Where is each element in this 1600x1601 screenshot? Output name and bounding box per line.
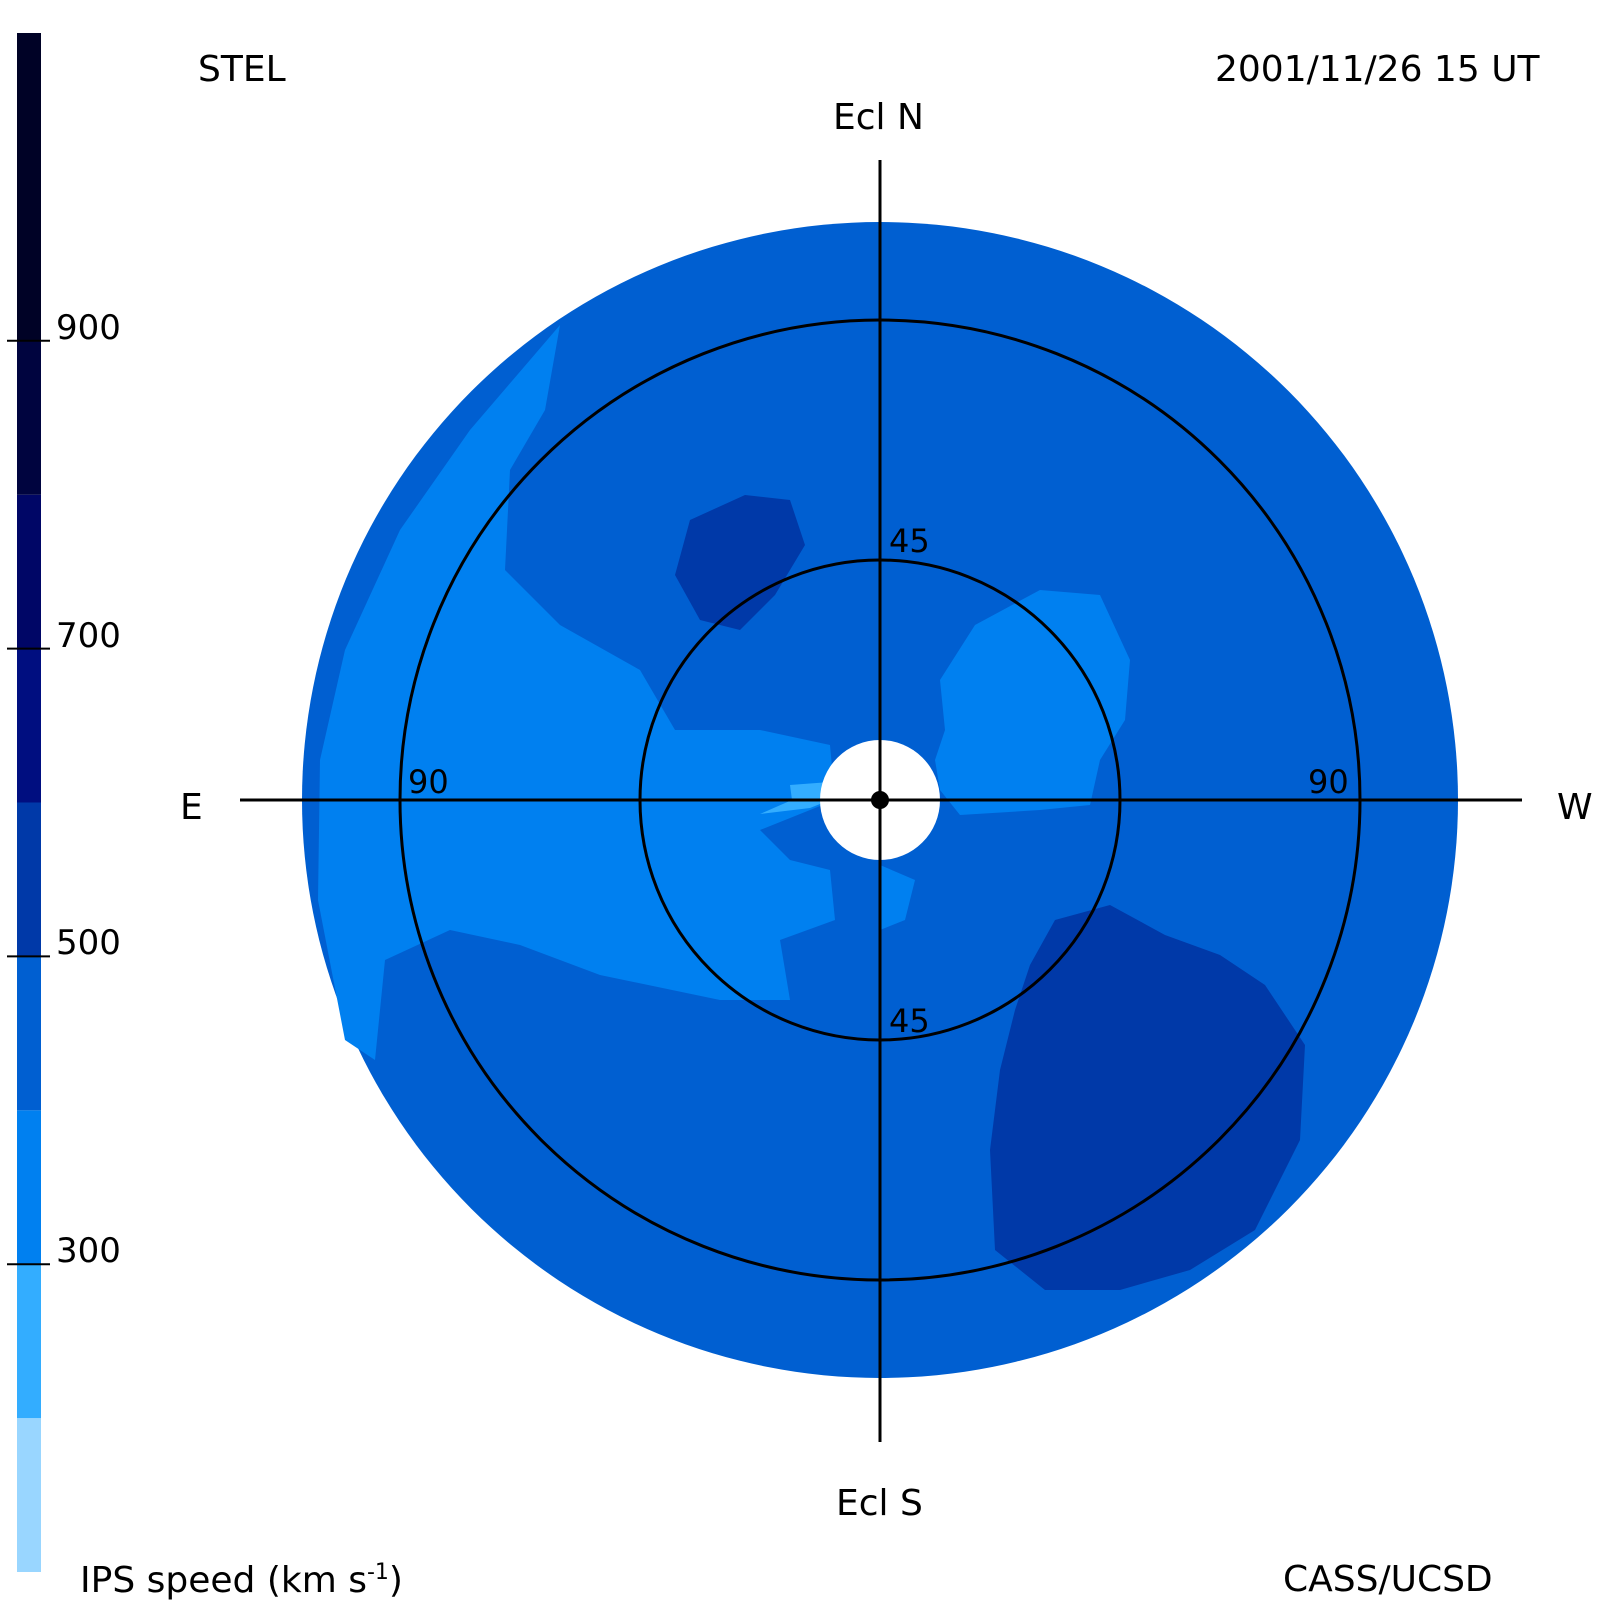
west-label: W bbox=[1557, 787, 1593, 828]
colorbar-band bbox=[17, 1418, 41, 1572]
region-slow-south-center bbox=[880, 865, 915, 930]
colorbar-title-exponent: -1 bbox=[366, 1560, 389, 1585]
credit-label: CASS/UCSD bbox=[1283, 1559, 1493, 1600]
colorbar-band bbox=[17, 33, 41, 341]
ring-label-outer-east: 90 bbox=[408, 763, 449, 801]
ring-label-inner-north: 45 bbox=[889, 522, 930, 560]
colorbar-band bbox=[17, 956, 41, 1111]
colorbar-band bbox=[17, 494, 41, 649]
colorbar-band bbox=[17, 802, 41, 957]
colorbar bbox=[7, 33, 50, 1572]
colorbar-title: IPS speed (km s-1) bbox=[80, 1562, 403, 1599]
ring-label-inner-south: 45 bbox=[889, 1002, 930, 1040]
colorbar-tick-label: 900 bbox=[56, 307, 121, 348]
colorbar-tick-label: 500 bbox=[56, 923, 121, 964]
colorbar-title-close: ) bbox=[388, 1560, 403, 1601]
timestamp-label: 2001/11/26 15 UT bbox=[1215, 49, 1540, 90]
colorbar-tick-label: 300 bbox=[56, 1231, 121, 1272]
region-very-slow bbox=[760, 782, 830, 814]
ecliptic-north-label: Ecl N bbox=[833, 97, 924, 138]
region-fast-north bbox=[675, 495, 805, 630]
east-label: E bbox=[180, 787, 203, 828]
region-slow-center-west bbox=[935, 590, 1130, 815]
ecliptic-south-label: Ecl S bbox=[836, 1483, 923, 1524]
ring-label-outer-west: 90 bbox=[1308, 763, 1349, 801]
colorbar-band bbox=[17, 648, 41, 803]
sun-center-dot bbox=[871, 791, 889, 809]
colorbar-band bbox=[17, 340, 41, 495]
station-label: STEL bbox=[198, 49, 286, 90]
region-fast-southwest bbox=[990, 905, 1305, 1290]
region-slow-east bbox=[318, 325, 835, 1060]
colorbar-band bbox=[17, 1110, 41, 1265]
sky-disk bbox=[240, 160, 1522, 1442]
colorbar-title-text: IPS speed (km s bbox=[80, 1560, 367, 1601]
colorbar-band bbox=[17, 1264, 41, 1419]
colorbar-tick-label: 700 bbox=[56, 615, 121, 656]
